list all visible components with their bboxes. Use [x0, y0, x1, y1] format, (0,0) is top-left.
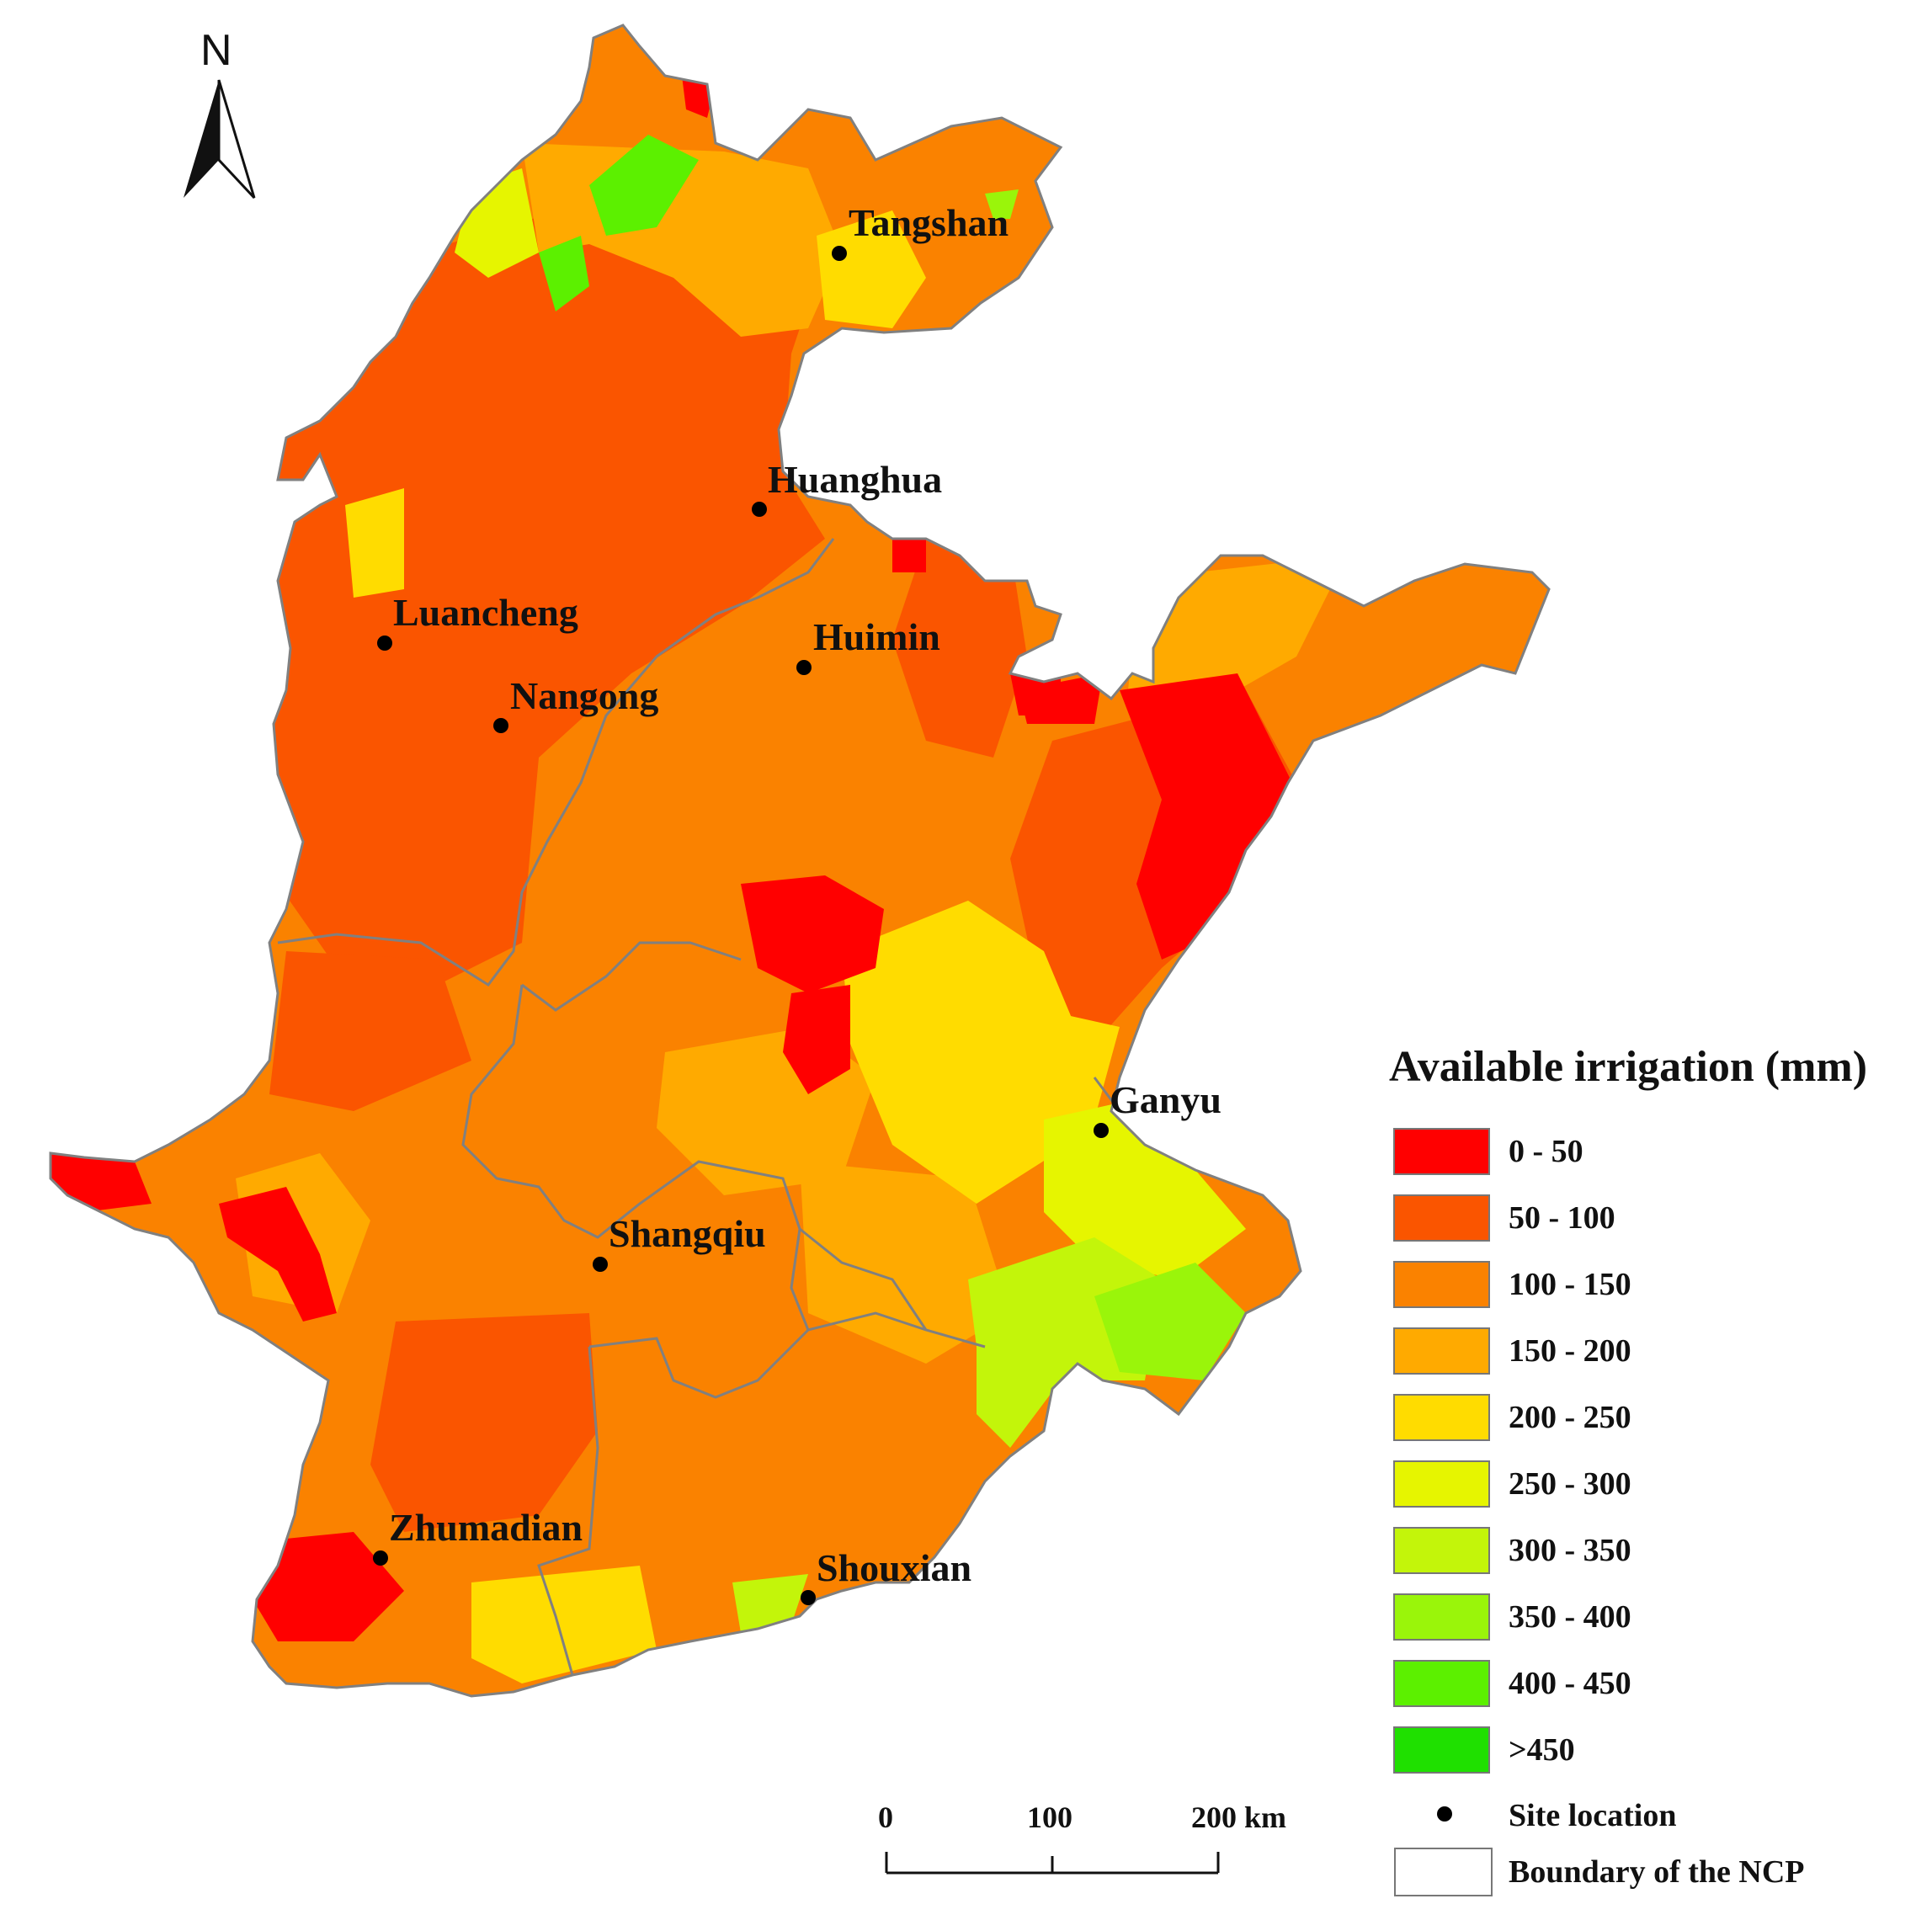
legend-swatch [1393, 1128, 1490, 1175]
legend-label: 150 - 200 [1509, 1333, 1631, 1369]
scale-label-100: 100 [1027, 1800, 1072, 1834]
legend-label: 0 - 50 [1509, 1134, 1583, 1169]
svg-text:Huanghua: Huanghua [768, 458, 942, 501]
legend-label: >450 [1509, 1732, 1575, 1768]
site-shangqiu: Shangqiu [593, 1212, 766, 1272]
legend-item: 250 - 300 [1393, 1459, 1631, 1509]
north-label: N [200, 26, 232, 75]
site-luancheng: Luancheng [377, 591, 578, 651]
legend-boundary-label: Boundary of the NCP [1509, 1854, 1805, 1890]
svg-text:Shouxian: Shouxian [817, 1546, 971, 1589]
legend-swatch [1393, 1194, 1490, 1242]
legend-swatch [1393, 1660, 1490, 1707]
site-ganyu: Ganyu [1094, 1078, 1221, 1138]
legend-item: 0 - 50 [1393, 1126, 1583, 1177]
legend-label: 250 - 300 [1509, 1466, 1631, 1502]
legend-site-label: Site location [1509, 1798, 1677, 1833]
site-tangshan: Tangshan [832, 201, 1009, 261]
svg-text:Nangong: Nangong [510, 674, 658, 717]
legend-item: 400 - 450 [1393, 1658, 1631, 1709]
legend-label: 350 - 400 [1509, 1599, 1631, 1635]
svg-text:Huimin: Huimin [813, 615, 940, 658]
legend-swatch [1393, 1261, 1490, 1308]
legend-item: 100 - 150 [1393, 1259, 1631, 1310]
legend-boundary-swatch [1394, 1848, 1493, 1896]
scale-label-200: 200 km [1191, 1800, 1287, 1834]
legend-label: 50 - 100 [1509, 1200, 1615, 1236]
legend-item: >450 [1393, 1725, 1575, 1775]
legend-item: 150 - 200 [1393, 1326, 1631, 1376]
legend-item: 200 - 250 [1393, 1392, 1631, 1443]
svg-text:Ganyu: Ganyu [1110, 1078, 1221, 1121]
svg-text:Zhumadian: Zhumadian [389, 1506, 583, 1549]
ncp-boundary [49, 24, 1551, 1698]
legend-swatch [1393, 1460, 1490, 1508]
legend-swatch [1393, 1593, 1490, 1641]
scale-label-0: 0 [878, 1800, 893, 1834]
svg-text:Shangqiu: Shangqiu [609, 1212, 766, 1255]
legend-item: 300 - 350 [1393, 1525, 1631, 1576]
north-arrow-icon [184, 79, 256, 199]
site-huanghua: Huanghua [752, 458, 942, 517]
legend-swatch [1393, 1527, 1490, 1574]
legend-item: 350 - 400 [1393, 1592, 1631, 1642]
legend-label: 100 - 150 [1509, 1267, 1631, 1302]
legend-item: 50 - 100 [1393, 1193, 1615, 1243]
legend-swatch [1393, 1726, 1490, 1774]
legend-swatch [1393, 1327, 1490, 1375]
site-markers: Tangshan Huanghua Luancheng Huimin Nango… [373, 201, 1221, 1605]
legend-title: Available irrigation (mm) [1389, 1043, 1868, 1091]
site-huimin: Huimin [796, 615, 940, 675]
province-boundaries [277, 538, 1121, 1676]
legend-boundary-row: Boundary of the NCP [1393, 1847, 1805, 1897]
site-zhumadian: Zhumadian [373, 1506, 583, 1566]
svg-text:Luancheng: Luancheng [393, 591, 578, 634]
legend-label: 200 - 250 [1509, 1400, 1631, 1435]
legend-swatch [1393, 1394, 1490, 1441]
svg-text:Tangshan: Tangshan [849, 201, 1009, 244]
legend-label: 400 - 450 [1509, 1666, 1631, 1701]
legend-site-icon [1437, 1806, 1452, 1822]
legend-site-row: Site location [1393, 1790, 1676, 1841]
legend-label: 300 - 350 [1509, 1533, 1631, 1568]
site-nangong: Nangong [493, 674, 658, 733]
scale-bar [885, 1852, 1220, 1875]
site-shouxian: Shouxian [801, 1546, 971, 1605]
